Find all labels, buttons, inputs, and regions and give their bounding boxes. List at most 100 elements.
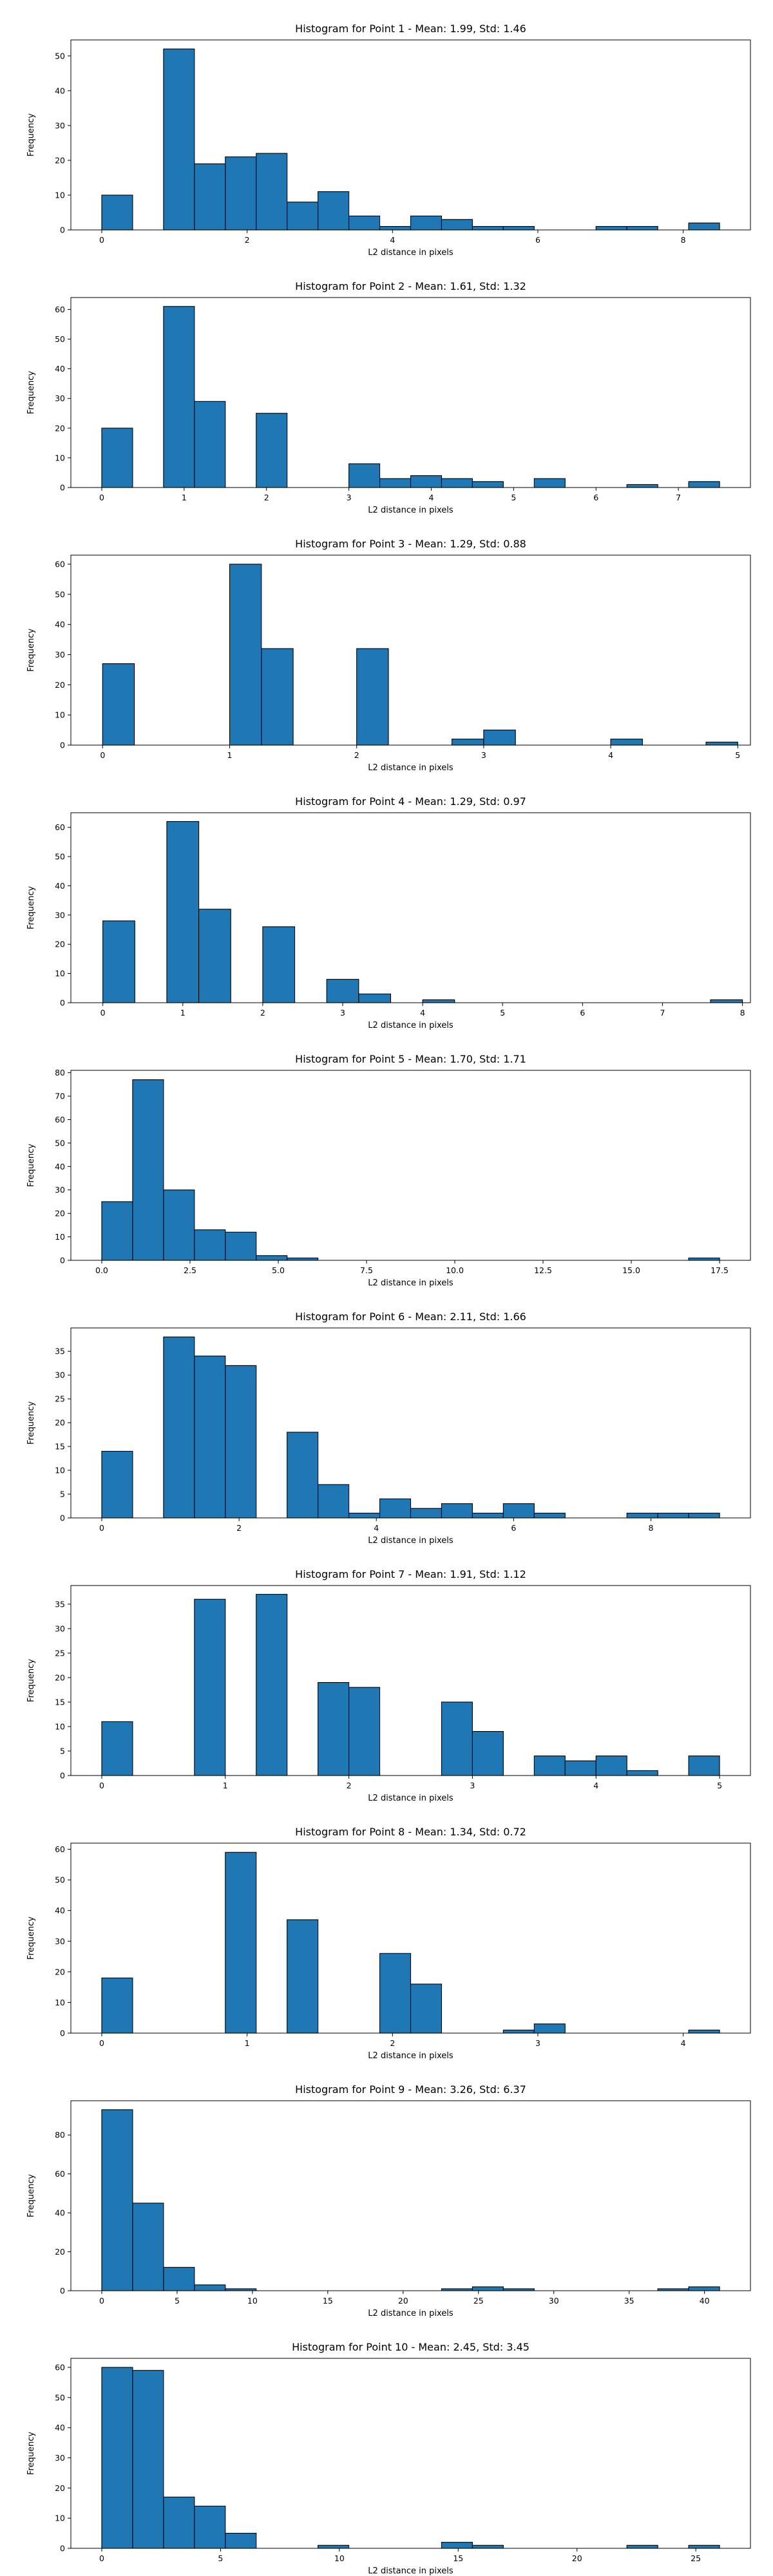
x-tick-label: 10 [247,2296,258,2306]
y-tick-label: 15 [55,1697,65,1707]
histogram-chart-1: Histogram for Point 1 - Mean: 1.99, Std:… [26,23,751,258]
histogram-bar [163,48,195,231]
x-tick-label: 3 [340,1008,345,1018]
histogram-bar [256,153,288,231]
y-tick-label: 10 [55,1466,65,1475]
histogram-bar [132,2370,164,2549]
histogram-bar [348,1513,381,1519]
x-tick-label: 2 [260,1008,265,1018]
plot-frame [70,1070,751,1261]
histogram-bar [101,428,133,488]
histogram-bar [262,926,296,1003]
y-tick-label: 20 [55,1967,65,1976]
histogram-bar [194,1598,226,1776]
histogram-bar [533,1756,566,1776]
histogram-bar [533,478,566,488]
x-tick-label: 2 [245,235,250,245]
histogram-bar [564,1760,596,1776]
plot-frame [70,812,751,1003]
y-tick-label: 30 [55,650,65,659]
x-tick-label: 5 [511,493,516,502]
y-tick-label: 70 [55,1092,65,1101]
histogram-bar [441,219,473,231]
y-tick-label: 15 [55,1442,65,1452]
y-tick-label: 40 [55,1906,65,1915]
histogram-bar [410,1508,443,1519]
x-tick-label: 5 [175,2296,180,2306]
histogram-bar [287,1257,319,1261]
y-tick-label: 50 [55,1875,65,1885]
y-tick-label: 20 [55,1418,65,1428]
y-tick-label: 5 [60,1746,65,1756]
histogram-bar [256,413,288,488]
histogram-bar [410,475,443,488]
x-axis-label: L2 distance in pixels [368,1021,453,1030]
y-tick-label: 35 [55,1599,65,1609]
y-tick-label: 35 [55,1347,65,1356]
histogram-bar [688,2029,720,2034]
y-tick-label: 20 [55,155,65,165]
x-tick-label: 0 [100,750,105,760]
histogram-bar [595,1756,627,1776]
histogram-bar [441,478,473,488]
y-tick-label: 50 [55,334,65,344]
histogram-bar [348,463,381,488]
histogram-bar [318,1681,350,1776]
y-tick-label: 10 [55,1998,65,2007]
x-tick-label: 2 [236,1523,242,1533]
y-tick-label: 25 [55,1394,65,1404]
y-tick-label: 30 [55,120,65,130]
histogram-bar [101,1721,133,1776]
y-tick-label: 20 [55,680,65,690]
histogram-bar [533,1513,566,1519]
y-tick-label: 10 [55,2514,65,2523]
histogram-bar [441,1503,473,1519]
histogram-bar [348,1687,381,1776]
histogram-bar [472,2544,504,2549]
y-tick-label: 50 [55,51,65,61]
plot-frame [70,297,751,488]
y-tick-label: 40 [55,86,65,95]
x-tick-label: 3 [481,750,486,760]
y-axis-label: Frequency [26,1659,36,1702]
x-tick-label: 7 [660,1008,665,1018]
y-tick-label: 60 [55,560,65,569]
y-tick-label: 5 [60,1490,65,1499]
y-tick-label: 30 [55,1624,65,1633]
x-tick-label: 4 [390,235,395,245]
x-tick-label: 1 [182,493,187,502]
x-tick-label: 7 [676,493,681,502]
histogram-bar [194,163,226,231]
y-tick-label: 20 [55,423,65,433]
x-axis-label: L2 distance in pixels [368,1794,453,1803]
y-tick-label: 10 [55,453,65,462]
histogram-bar [688,1257,720,1261]
x-tick-label: 5 [218,2553,223,2563]
histogram-chart-10: Histogram for Point 10 - Mean: 2.45, Std… [26,2341,751,2576]
chart-title: Histogram for Point 3 - Mean: 1.29, Std:… [295,538,526,550]
x-tick-label: 15.0 [622,1265,640,1275]
x-axis-label: L2 distance in pixels [368,1278,453,1288]
y-axis-label: Frequency [26,1401,36,1444]
x-tick-label: 25 [473,2296,484,2306]
histogram-bar [318,2544,350,2549]
histogram-chart-7: Histogram for Point 7 - Mean: 1.91, Std:… [26,1568,751,1803]
x-tick-label: 4 [428,493,434,502]
chart-title: Histogram for Point 6 - Mean: 2.11, Std:… [295,1311,526,1323]
histogram-bar [194,2505,226,2549]
x-tick-label: 1 [245,2038,250,2048]
histogram-bar [452,739,484,746]
histogram-bar [101,194,133,231]
histogram-bar [225,1852,257,2034]
chart-title: Histogram for Point 1 - Mean: 1.99, Std:… [295,23,526,35]
chart-title: Histogram for Point 9 - Mean: 3.26, Std:… [295,2083,526,2096]
x-tick-label: 4 [608,750,613,760]
histogram-chart-9: Histogram for Point 9 - Mean: 3.26, Std:… [26,2083,751,2318]
y-tick-label: 30 [55,1185,65,1195]
y-tick-label: 0 [60,225,65,235]
y-tick-label: 60 [55,822,65,832]
x-tick-label: 4 [420,1008,425,1018]
y-tick-label: 20 [55,1672,65,1682]
x-tick-label: 6 [593,493,598,502]
histogram-bar [688,2286,720,2291]
